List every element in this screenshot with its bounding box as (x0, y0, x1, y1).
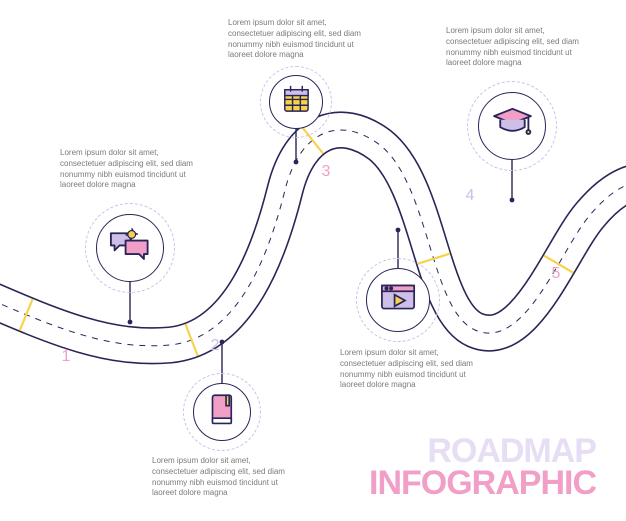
node-inner-circle (366, 268, 430, 332)
roadmap-node-book (183, 373, 261, 451)
node-outer-circle (467, 81, 557, 171)
node-outer-circle (356, 258, 440, 342)
roadmap-node-video (356, 258, 440, 342)
node-inner-circle (193, 383, 251, 441)
node-caption-chat: Lorem ipsum dolor sit amet, consectetuer… (60, 148, 200, 191)
step-number-5: 5 (552, 265, 561, 283)
video-icon (375, 274, 421, 325)
book-icon (201, 389, 243, 436)
title-line-2: INFOGRAPHIC (369, 468, 596, 499)
node-inner-circle (269, 75, 323, 129)
step-number-4: 4 (466, 187, 475, 205)
node-caption-calendar: Lorem ipsum dolor sit amet, consectetuer… (228, 18, 368, 61)
node-outer-circle (85, 203, 175, 293)
node-outer-circle (260, 66, 332, 138)
step-number-1: 1 (62, 348, 71, 366)
node-inner-circle (96, 214, 164, 282)
node-caption-book: Lorem ipsum dolor sit amet, consectetuer… (152, 456, 292, 499)
node-inner-circle (478, 92, 546, 160)
roadmap-node-grad (467, 81, 557, 171)
step-number-3: 3 (322, 163, 331, 181)
infographic-title: ROADMAP INFOGRAPHIC (369, 436, 596, 499)
grad-icon (488, 99, 537, 153)
node-caption-video: Lorem ipsum dolor sit amet, consectetuer… (340, 348, 480, 391)
calendar-icon (277, 80, 316, 124)
roadmap-infographic: ROADMAP INFOGRAPHIC Lorem ipsum dolor si… (0, 0, 626, 521)
node-caption-grad: Lorem ipsum dolor sit amet, consectetuer… (446, 26, 586, 69)
node-outer-circle (183, 373, 261, 451)
chat-icon (106, 221, 155, 275)
roadmap-node-calendar (260, 66, 332, 138)
roadmap-node-chat (85, 203, 175, 293)
step-number-2: 2 (211, 337, 220, 355)
